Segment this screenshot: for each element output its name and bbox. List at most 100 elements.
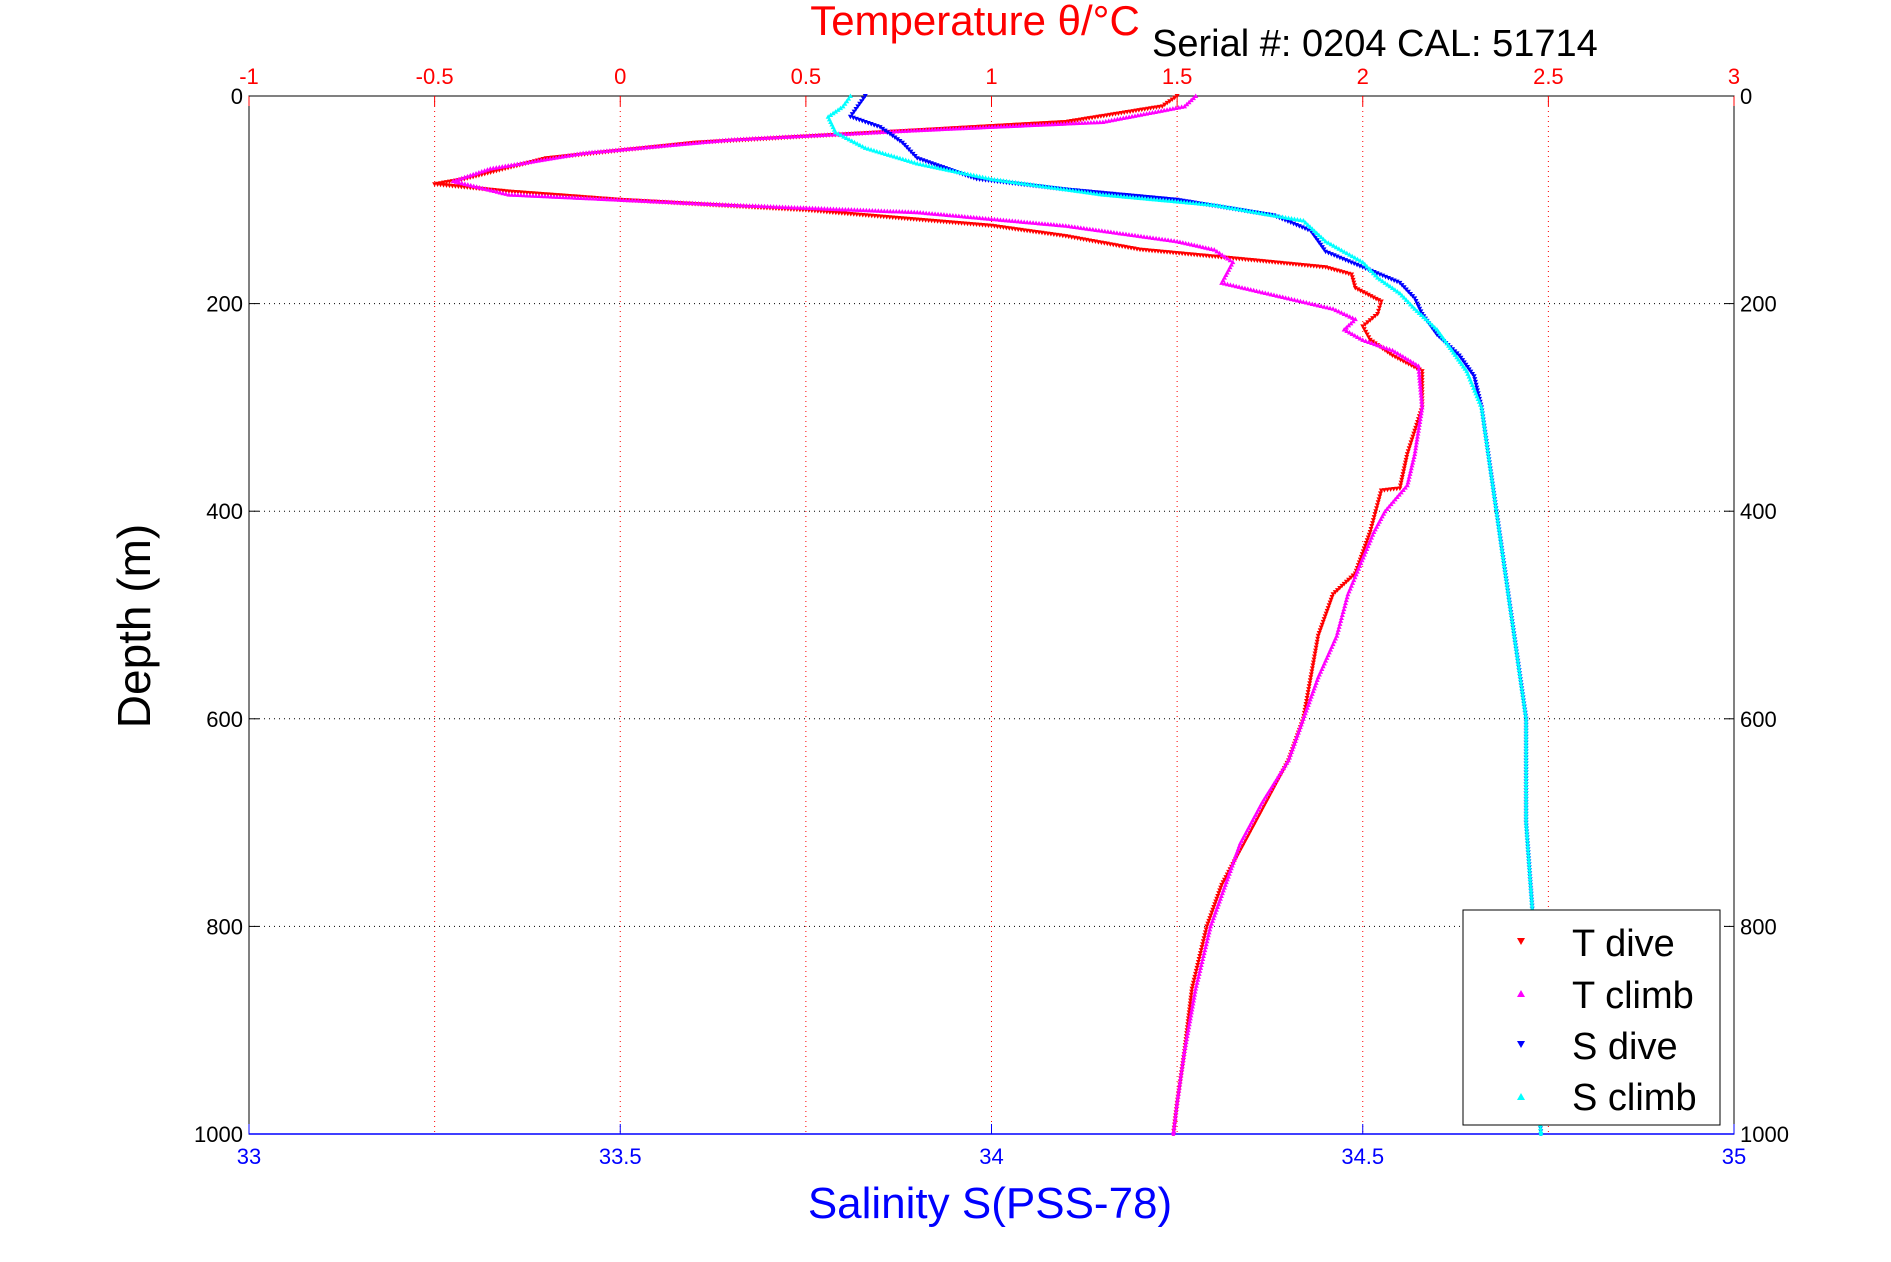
data-point xyxy=(1070,187,1076,193)
data-point xyxy=(1486,459,1492,465)
data-point xyxy=(1365,292,1371,298)
data-point xyxy=(908,159,914,164)
data-point xyxy=(1331,243,1337,248)
data-point xyxy=(950,168,956,173)
data-point xyxy=(1314,238,1320,243)
data-point xyxy=(1183,240,1189,246)
data-point xyxy=(959,170,965,175)
data-point xyxy=(1180,1060,1186,1066)
data-point xyxy=(1331,253,1337,258)
data-point xyxy=(1225,256,1231,261)
data-point xyxy=(1346,322,1352,328)
data-point xyxy=(1271,292,1277,298)
data-point xyxy=(1390,499,1396,504)
data-point xyxy=(1503,578,1509,584)
data-point xyxy=(1412,428,1418,434)
data-point xyxy=(1523,805,1529,810)
depth-tick-label-left: 400 xyxy=(206,499,243,524)
data-point xyxy=(1328,252,1334,257)
data-point xyxy=(1188,1009,1194,1015)
data-point xyxy=(497,189,503,195)
data-point xyxy=(1528,891,1534,896)
data-point xyxy=(1256,210,1262,215)
data-point xyxy=(1305,690,1311,695)
data-point xyxy=(986,175,992,181)
data-point xyxy=(1215,893,1221,899)
data-point xyxy=(1138,112,1144,117)
data-point xyxy=(1227,257,1233,263)
data-point xyxy=(1523,728,1529,733)
serial-cal-label: Serial #: 0204 CAL: 51714 xyxy=(1152,23,1598,65)
data-point xyxy=(1508,612,1514,617)
data-point xyxy=(1299,225,1305,230)
data-point xyxy=(1485,447,1491,453)
data-point xyxy=(1363,338,1369,343)
data-point xyxy=(1176,1088,1182,1093)
data-point xyxy=(462,181,468,186)
data-point xyxy=(1172,1122,1178,1127)
data-point xyxy=(1400,359,1406,364)
data-point xyxy=(1291,297,1297,302)
data-point xyxy=(1188,998,1194,1004)
data-point xyxy=(500,190,506,196)
data-point xyxy=(1200,244,1206,250)
data-point xyxy=(833,129,839,135)
data-point xyxy=(1344,312,1350,318)
data-point xyxy=(1360,324,1366,329)
data-point xyxy=(1321,617,1327,622)
data-point xyxy=(1389,347,1395,353)
data-point xyxy=(1327,305,1333,311)
data-point xyxy=(1180,240,1186,245)
data-point xyxy=(1157,197,1163,202)
data-point xyxy=(1187,1015,1193,1021)
data-point xyxy=(1394,288,1400,294)
data-point xyxy=(1327,600,1333,606)
data-point xyxy=(1416,375,1422,380)
data-point xyxy=(1268,212,1274,217)
data-point xyxy=(1375,500,1381,505)
data-point xyxy=(1184,101,1190,107)
data-point xyxy=(1259,210,1265,216)
data-point xyxy=(459,175,465,181)
data-point xyxy=(1345,259,1351,264)
data-point xyxy=(1214,203,1220,208)
data-point xyxy=(1343,258,1349,263)
data-point xyxy=(1224,281,1230,287)
data-point xyxy=(1190,200,1196,206)
data-point xyxy=(1262,211,1268,216)
data-point xyxy=(1509,615,1515,621)
data-point xyxy=(1259,289,1265,295)
data-point xyxy=(874,148,880,154)
data-point xyxy=(1513,649,1519,654)
data-point xyxy=(1115,193,1121,199)
data-point xyxy=(1413,425,1419,431)
data-point xyxy=(1164,107,1170,112)
data-point xyxy=(1482,426,1488,431)
data-point xyxy=(977,174,983,179)
data-point xyxy=(511,162,517,167)
data-point xyxy=(1415,434,1421,439)
data-point xyxy=(849,112,855,117)
data-point xyxy=(1523,713,1529,718)
data-point xyxy=(1341,327,1347,332)
data-point xyxy=(1314,230,1320,236)
data-point xyxy=(1052,185,1058,190)
data-point xyxy=(1528,882,1534,887)
data-point xyxy=(1410,304,1416,309)
data-point xyxy=(523,160,529,165)
data-point xyxy=(1360,259,1366,265)
data-point xyxy=(1523,802,1529,807)
data-point xyxy=(1193,983,1199,988)
data-point xyxy=(894,154,900,160)
data-point xyxy=(1369,524,1375,529)
data-point xyxy=(1315,636,1321,642)
data-point xyxy=(1069,224,1075,229)
data-point xyxy=(1200,953,1206,959)
data-point xyxy=(1352,332,1358,338)
data-point xyxy=(1094,191,1100,196)
data-point xyxy=(1496,527,1502,532)
data-point xyxy=(1352,286,1358,291)
data-point xyxy=(1409,462,1415,468)
data-point xyxy=(1212,902,1218,907)
data-point xyxy=(496,164,502,170)
